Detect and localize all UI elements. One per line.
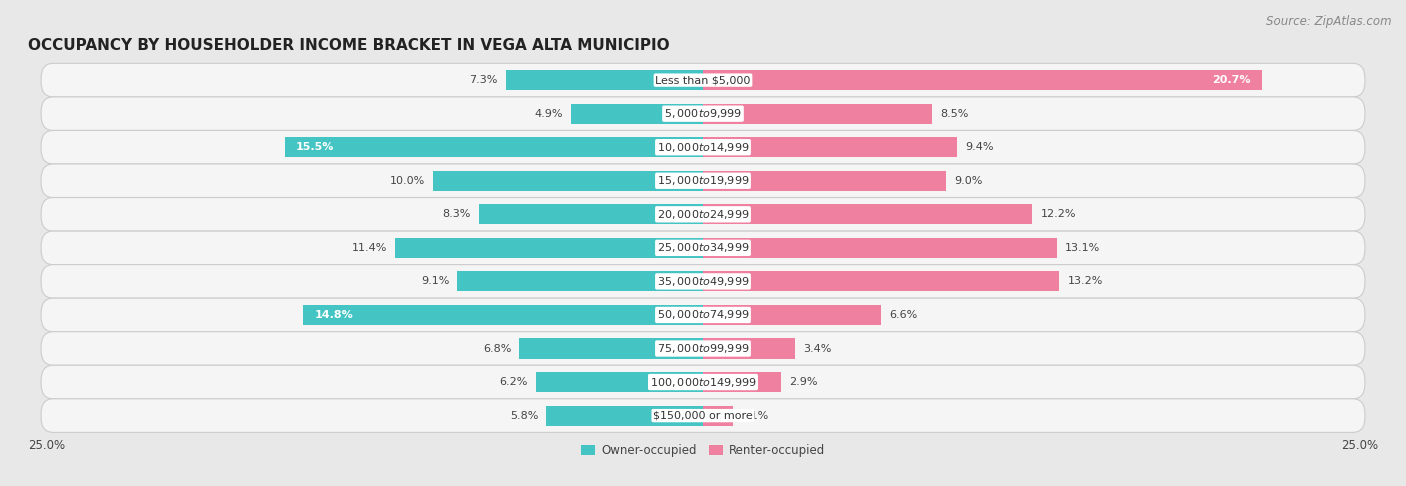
- FancyBboxPatch shape: [41, 399, 1365, 433]
- Text: $15,000 to $19,999: $15,000 to $19,999: [657, 174, 749, 187]
- Text: 6.8%: 6.8%: [482, 344, 512, 353]
- Bar: [703, 171, 946, 191]
- Text: 15.5%: 15.5%: [295, 142, 333, 152]
- Bar: [703, 204, 1032, 225]
- FancyBboxPatch shape: [41, 265, 1365, 298]
- FancyBboxPatch shape: [41, 332, 1365, 365]
- Text: $50,000 to $74,999: $50,000 to $74,999: [657, 309, 749, 321]
- Text: 11.4%: 11.4%: [352, 243, 387, 253]
- Text: 13.1%: 13.1%: [1064, 243, 1099, 253]
- Text: 25.0%: 25.0%: [1341, 439, 1378, 452]
- FancyBboxPatch shape: [41, 298, 1365, 332]
- Text: 9.4%: 9.4%: [965, 142, 994, 152]
- FancyBboxPatch shape: [41, 164, 1365, 197]
- Text: 9.1%: 9.1%: [420, 277, 450, 286]
- Text: 6.6%: 6.6%: [889, 310, 918, 320]
- Text: 7.3%: 7.3%: [470, 75, 498, 85]
- Text: 1.1%: 1.1%: [741, 411, 769, 420]
- Text: 9.0%: 9.0%: [955, 176, 983, 186]
- Text: $75,000 to $99,999: $75,000 to $99,999: [657, 342, 749, 355]
- Bar: [703, 338, 794, 359]
- Bar: [703, 271, 1059, 292]
- Text: $35,000 to $49,999: $35,000 to $49,999: [657, 275, 749, 288]
- Bar: [479, 204, 703, 225]
- Text: 20.7%: 20.7%: [1212, 75, 1251, 85]
- Text: Source: ZipAtlas.com: Source: ZipAtlas.com: [1267, 15, 1392, 28]
- FancyBboxPatch shape: [41, 365, 1365, 399]
- Bar: [457, 271, 703, 292]
- FancyBboxPatch shape: [41, 63, 1365, 97]
- Bar: [703, 305, 882, 325]
- Text: $100,000 to $149,999: $100,000 to $149,999: [650, 376, 756, 388]
- Text: 10.0%: 10.0%: [389, 176, 425, 186]
- Bar: [547, 405, 703, 426]
- Text: 6.2%: 6.2%: [499, 377, 527, 387]
- Bar: [506, 70, 703, 90]
- Bar: [703, 405, 733, 426]
- Text: 5.8%: 5.8%: [510, 411, 538, 420]
- FancyBboxPatch shape: [41, 97, 1365, 130]
- Text: 3.4%: 3.4%: [803, 344, 831, 353]
- Text: Less than $5,000: Less than $5,000: [655, 75, 751, 85]
- Text: 25.0%: 25.0%: [28, 439, 65, 452]
- Bar: [395, 238, 703, 258]
- Bar: [284, 137, 703, 157]
- Text: $20,000 to $24,999: $20,000 to $24,999: [657, 208, 749, 221]
- Bar: [703, 137, 956, 157]
- Bar: [433, 171, 703, 191]
- Text: 14.8%: 14.8%: [315, 310, 353, 320]
- Text: 13.2%: 13.2%: [1067, 277, 1102, 286]
- Bar: [536, 372, 703, 392]
- Text: $150,000 or more: $150,000 or more: [654, 411, 752, 420]
- Bar: [703, 104, 932, 124]
- Bar: [571, 104, 703, 124]
- Bar: [703, 238, 1057, 258]
- Text: $25,000 to $34,999: $25,000 to $34,999: [657, 242, 749, 254]
- Bar: [703, 372, 782, 392]
- Legend: Owner-occupied, Renter-occupied: Owner-occupied, Renter-occupied: [576, 439, 830, 462]
- Bar: [304, 305, 703, 325]
- Text: 4.9%: 4.9%: [534, 109, 562, 119]
- FancyBboxPatch shape: [41, 197, 1365, 231]
- Text: $10,000 to $14,999: $10,000 to $14,999: [657, 141, 749, 154]
- Text: 8.3%: 8.3%: [443, 209, 471, 219]
- Text: 8.5%: 8.5%: [941, 109, 969, 119]
- Text: 12.2%: 12.2%: [1040, 209, 1076, 219]
- FancyBboxPatch shape: [41, 231, 1365, 265]
- Text: $5,000 to $9,999: $5,000 to $9,999: [664, 107, 742, 120]
- Text: 2.9%: 2.9%: [789, 377, 818, 387]
- FancyBboxPatch shape: [41, 130, 1365, 164]
- Bar: [703, 70, 1261, 90]
- Bar: [519, 338, 703, 359]
- Text: OCCUPANCY BY HOUSEHOLDER INCOME BRACKET IN VEGA ALTA MUNICIPIO: OCCUPANCY BY HOUSEHOLDER INCOME BRACKET …: [28, 38, 669, 53]
